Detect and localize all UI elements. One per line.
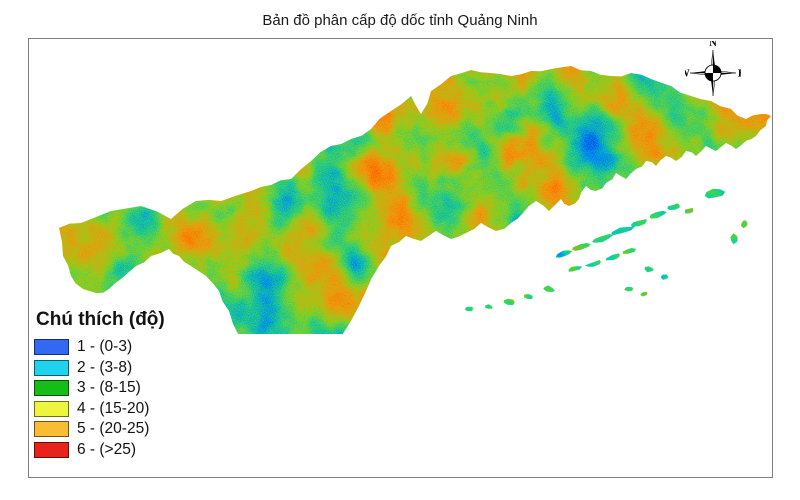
svg-text:N: N — [709, 41, 717, 49]
svg-text:E: E — [737, 68, 740, 79]
svg-text:W: W — [685, 68, 690, 79]
